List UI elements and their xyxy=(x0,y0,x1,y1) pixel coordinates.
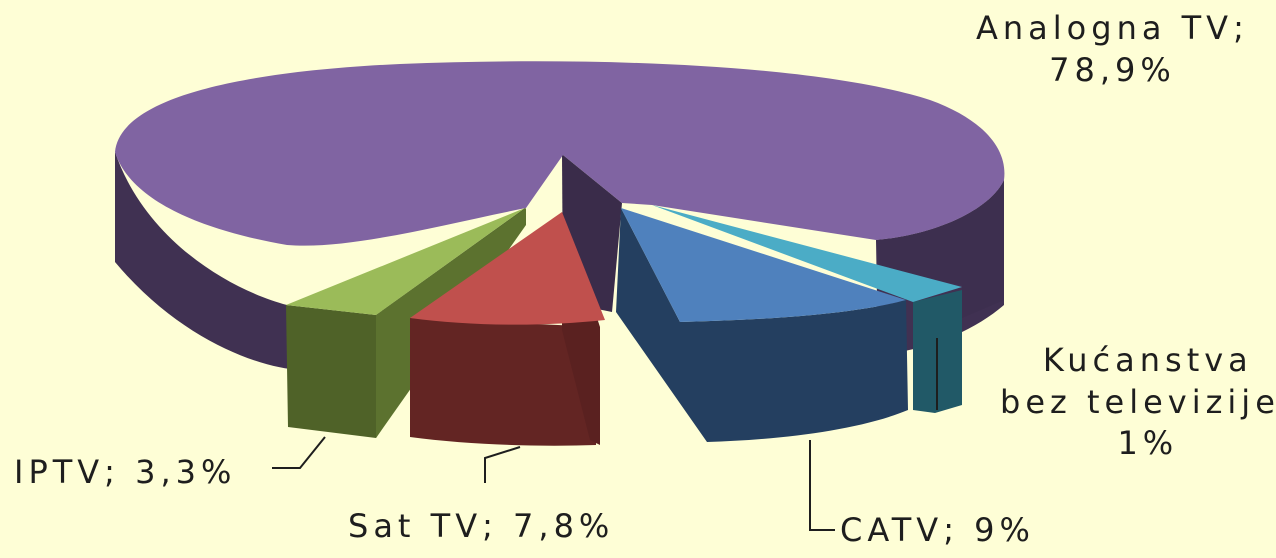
label-kucanstva: Kućanstva bez televizije; 1% xyxy=(1000,340,1276,465)
leader-line-catv xyxy=(809,440,835,531)
pie-slice-catv xyxy=(616,208,908,442)
label-kucanstva-line1: Kućanstva xyxy=(1042,341,1253,379)
slice-top xyxy=(410,212,605,325)
pie-slice-sat-tv xyxy=(410,212,605,446)
slice-top xyxy=(652,205,962,302)
pie-slice-analogna-tv xyxy=(115,61,1005,370)
slice-top xyxy=(621,208,906,322)
label-analogna-tv: Analogna TV; 78,9% xyxy=(976,8,1249,91)
slice-side xyxy=(115,152,300,370)
label-iptv: IPTV; 3,3% xyxy=(14,453,237,491)
slice-side xyxy=(876,180,1004,318)
leader-line-iptv xyxy=(272,436,326,469)
label-sat-tv: Sat TV; 7,8% xyxy=(348,507,615,545)
slice-top xyxy=(115,61,1005,246)
slice-side xyxy=(616,208,908,442)
label-kucanstva-value: 1% xyxy=(1117,424,1179,463)
label-analogna-tv-value: 78,9% xyxy=(1049,50,1176,89)
leader-lines xyxy=(272,338,938,531)
leader-line-sat-tv xyxy=(484,446,521,483)
label-kucanstva-line2: bez televizije; xyxy=(1000,382,1276,421)
label-catv: CATV; 9% xyxy=(840,511,1035,549)
slice-top xyxy=(286,208,525,315)
slice-side xyxy=(410,318,600,446)
label-analogna-tv-name: Analogna TV; xyxy=(976,9,1249,47)
